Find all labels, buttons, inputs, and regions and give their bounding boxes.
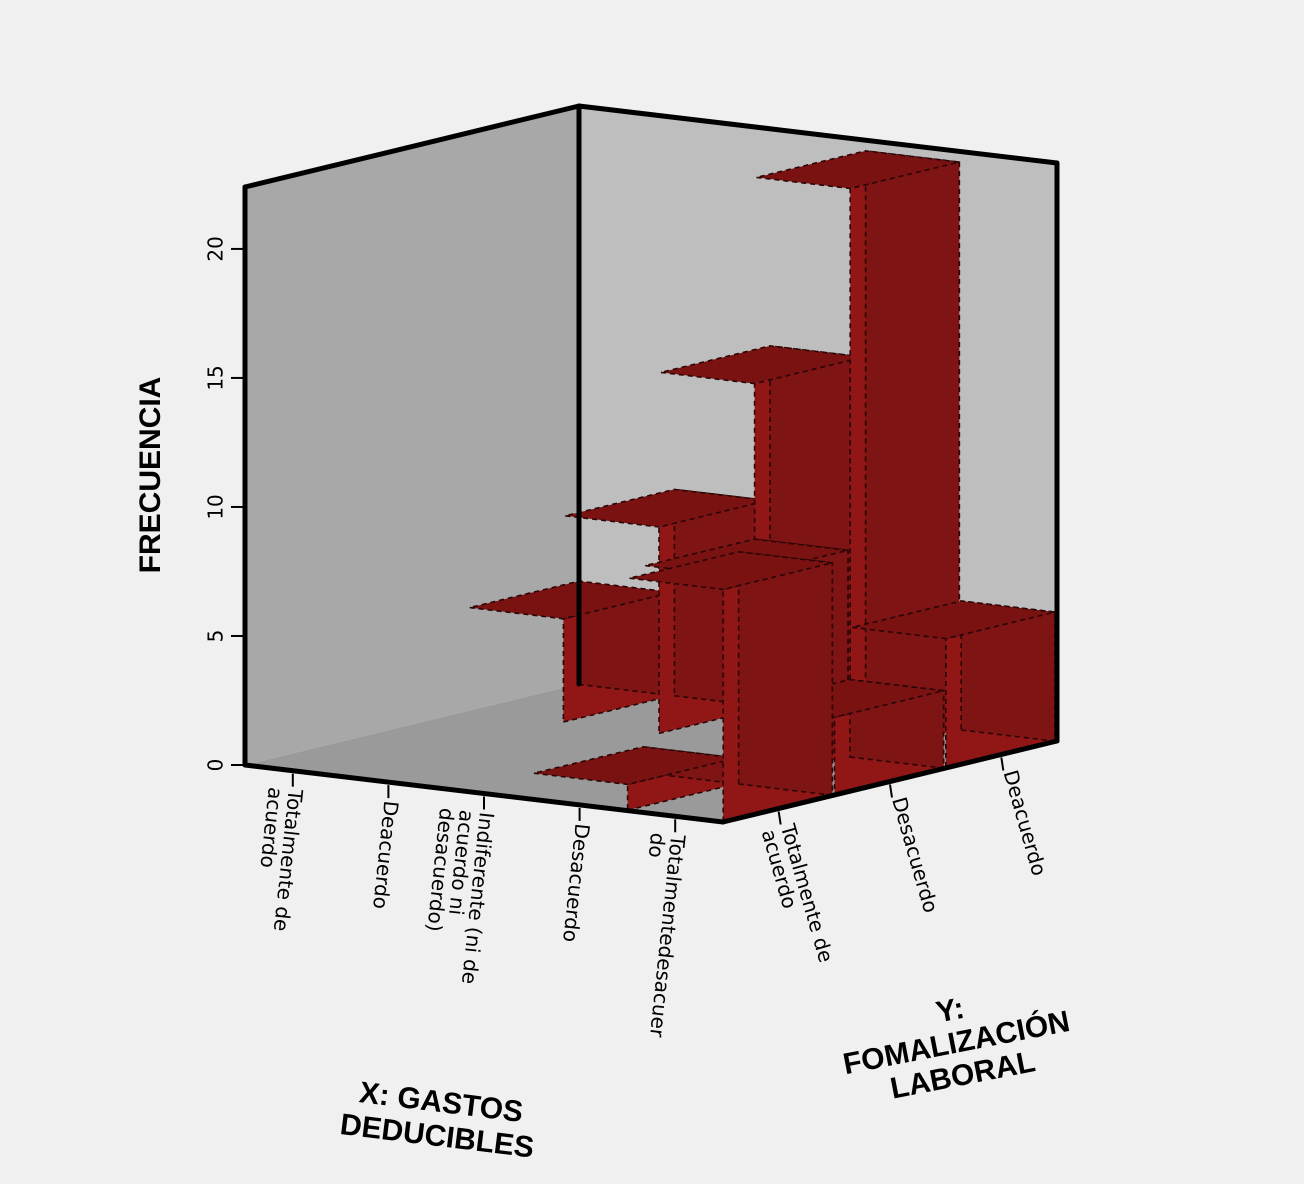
frame-x-baseline xyxy=(242,762,726,825)
y-tick xyxy=(889,784,893,798)
z-tick-label: 15 xyxy=(204,365,228,390)
z-tick-label: 0 xyxy=(204,759,228,772)
bar-x3-y0 xyxy=(533,745,738,812)
frame xyxy=(242,103,1060,825)
z-tick-label: 5 xyxy=(204,630,228,643)
frame-y-baseline xyxy=(720,738,1060,825)
x-tick-label-line: Desacuerdo xyxy=(558,822,594,943)
bar-x4-y0 xyxy=(629,550,834,823)
back-wall xyxy=(245,106,579,765)
bar-top-face xyxy=(469,580,673,620)
bar-top-face xyxy=(629,550,833,591)
z-axis-title: FRECUENCIA xyxy=(134,377,167,574)
y-tick-label-line: Desacuerdo xyxy=(887,794,943,915)
z-tick-label: 20 xyxy=(204,236,228,261)
bar-top-face xyxy=(565,488,769,528)
bar-x3-y2 xyxy=(756,149,961,758)
x-tick-label-3: Desacuerdo xyxy=(558,822,594,943)
y-tick-label-1: Desacuerdo xyxy=(887,794,943,915)
bar-x0-y2 xyxy=(469,580,674,724)
y-tick xyxy=(777,811,782,825)
x-tick-label-1: Deacuerdo xyxy=(368,800,403,911)
bars xyxy=(469,149,1056,823)
y-axis-title-line: Y: xyxy=(933,992,967,1030)
y-tick-label-line: Deacuerdo xyxy=(999,767,1052,878)
bar-x4-y2 xyxy=(851,600,1056,769)
y-tick xyxy=(1000,757,1005,771)
frame-right-top xyxy=(576,103,1060,166)
bar-side-face xyxy=(864,149,961,731)
frame-back-top xyxy=(242,103,582,190)
bar-side-face xyxy=(737,550,834,797)
x-tick-label-line: Totalmentedesacuer xyxy=(645,833,690,1039)
bar-top-face xyxy=(660,345,864,385)
bar-top-face xyxy=(851,600,1056,640)
bar-top-face xyxy=(756,150,960,190)
z-tick-label: 10 xyxy=(204,494,228,519)
y-tick-label-2: Deacuerdo xyxy=(999,767,1052,878)
bar-side-face xyxy=(960,600,1056,743)
x-tick-label-line: do xyxy=(644,832,670,859)
x-tick-label-line: Deacuerdo xyxy=(368,800,403,911)
bar-top-face xyxy=(533,745,737,786)
z-axis: 0 5 10 15 20 xyxy=(204,236,245,772)
